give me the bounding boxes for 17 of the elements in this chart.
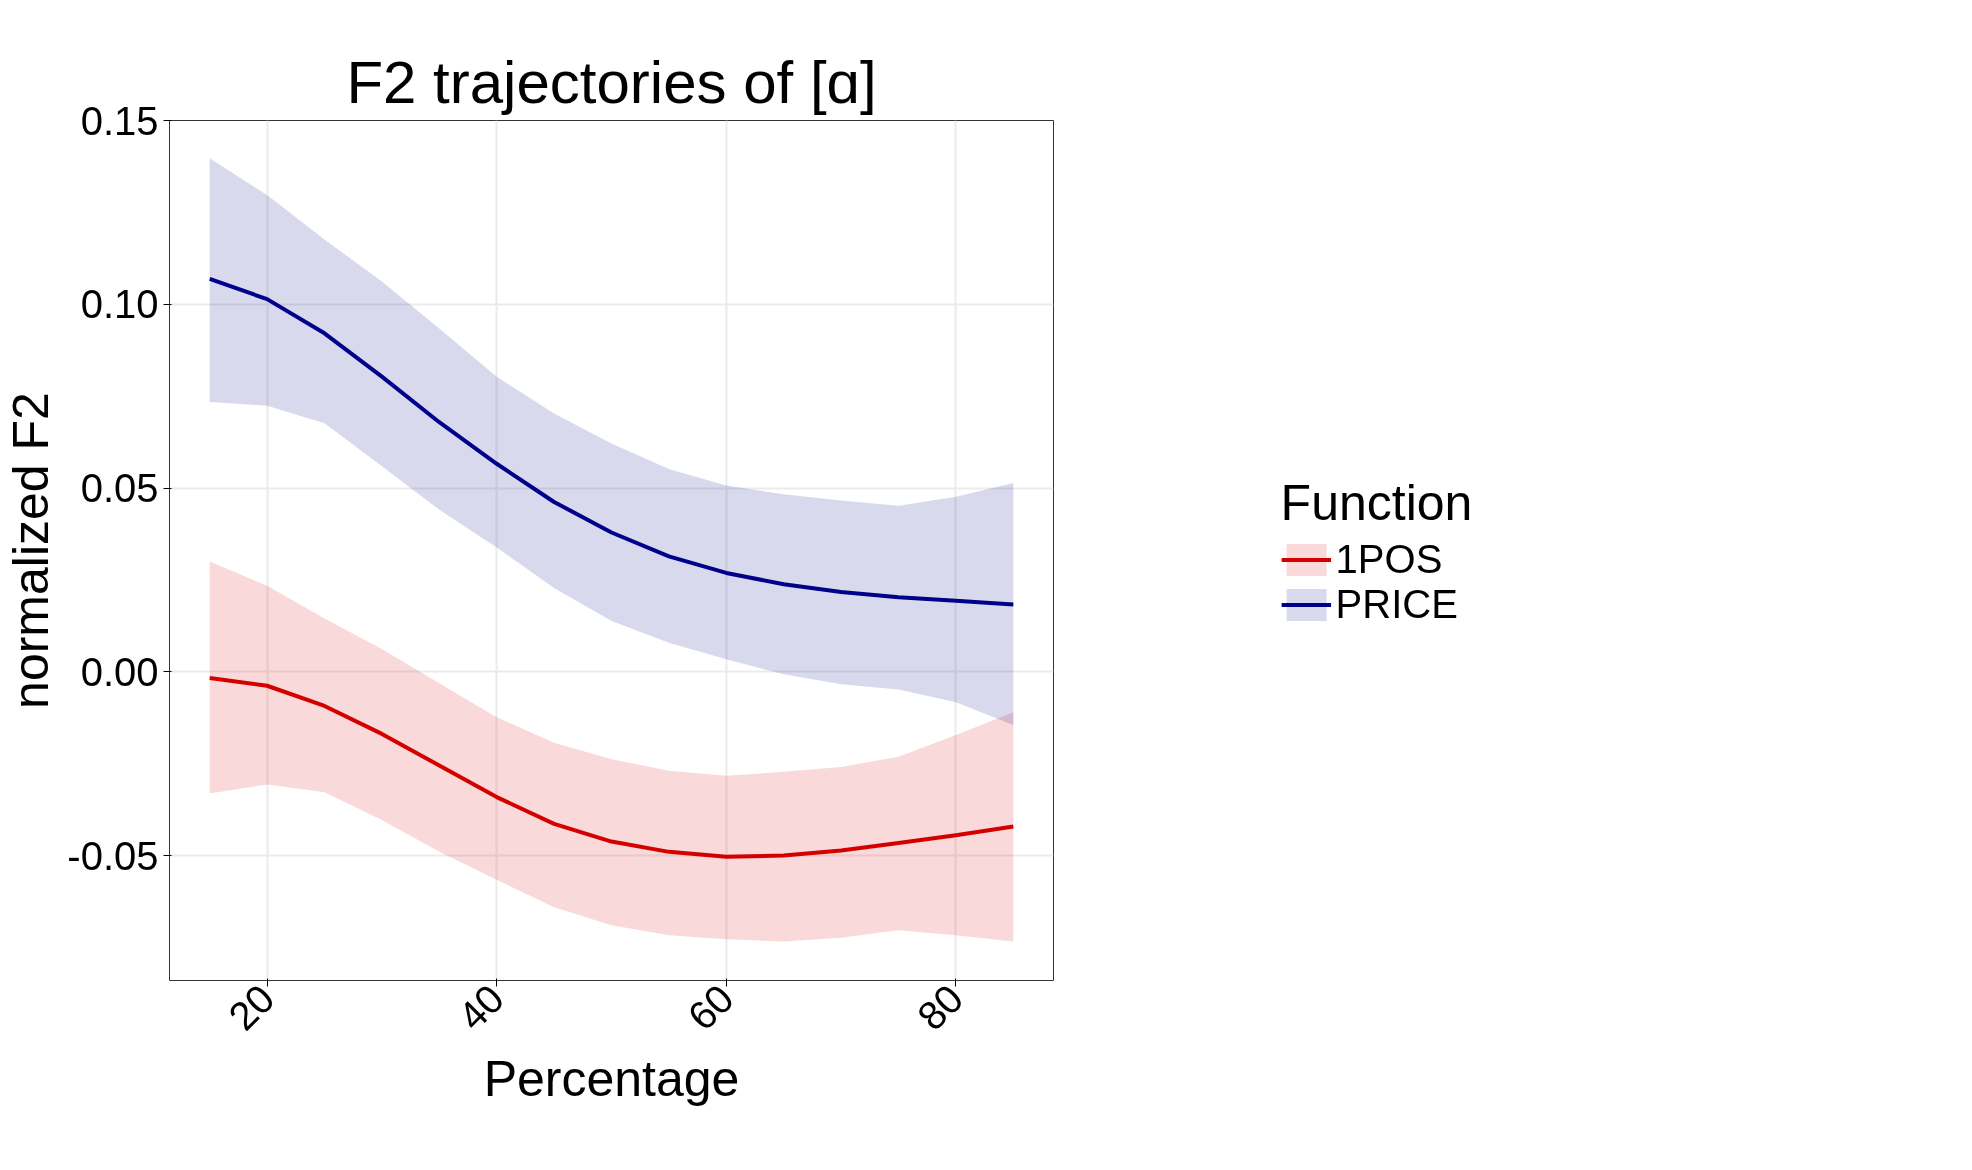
y-tick-label: -0.05 <box>67 833 159 878</box>
y-tick-label: 0.00 <box>80 649 159 694</box>
y-tick-label: 0.15 <box>80 98 159 143</box>
y-tick-label: 0.10 <box>80 282 159 327</box>
y-axis-title: normalized F2 <box>3 392 60 709</box>
line-series <box>207 676 1016 859</box>
line-series <box>207 276 1016 607</box>
x-tick-label: 40 <box>449 975 513 1039</box>
y-tick-label: 0.05 <box>80 466 159 511</box>
x-tick-label: 80 <box>908 975 972 1039</box>
x-tick-label: 20 <box>220 975 283 1039</box>
legend-label: 1POS <box>1335 536 1443 582</box>
x-axis-title: Percentage <box>483 1050 740 1107</box>
chart-title: F2 trajectories of [ɑ] <box>346 48 877 116</box>
legend-title: Function <box>1280 473 1473 532</box>
x-tick-label: 60 <box>679 975 742 1039</box>
legend-label: PRICE <box>1335 581 1458 627</box>
